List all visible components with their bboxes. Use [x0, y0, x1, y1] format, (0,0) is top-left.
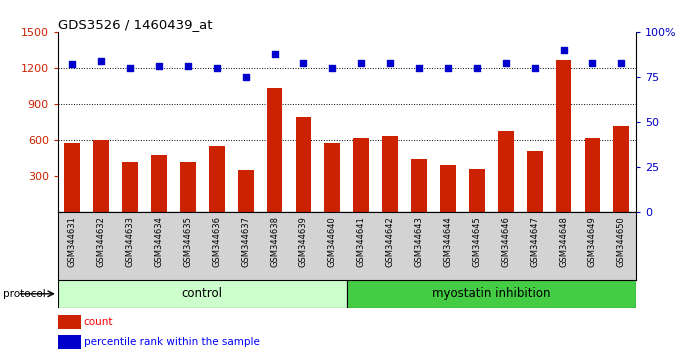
Text: GSM344640: GSM344640: [328, 216, 337, 267]
Text: GSM344650: GSM344650: [617, 216, 626, 267]
Bar: [122, 162, 138, 212]
Point: [558, 47, 569, 53]
Text: myostatin inhibition: myostatin inhibition: [432, 287, 551, 300]
Text: GSM344648: GSM344648: [559, 216, 568, 267]
Text: GSM344639: GSM344639: [299, 216, 308, 267]
Text: GSM344646: GSM344646: [501, 216, 510, 267]
Bar: [585, 138, 600, 212]
Point: [443, 65, 454, 71]
Point: [413, 65, 424, 71]
Text: percentile rank within the sample: percentile rank within the sample: [84, 337, 260, 347]
Text: protocol: protocol: [3, 289, 46, 299]
Bar: [267, 88, 282, 212]
Bar: [527, 151, 543, 212]
Point: [240, 74, 251, 80]
Point: [211, 65, 222, 71]
Point: [587, 60, 598, 65]
Text: GDS3526 / 1460439_at: GDS3526 / 1460439_at: [58, 18, 212, 31]
Bar: [411, 159, 427, 212]
Bar: [209, 145, 224, 212]
Text: GSM344638: GSM344638: [270, 216, 279, 267]
Text: GSM344649: GSM344649: [588, 216, 597, 267]
Text: GSM344642: GSM344642: [386, 216, 394, 267]
Text: GSM344634: GSM344634: [154, 216, 163, 267]
Bar: [180, 162, 196, 212]
Point: [67, 62, 78, 67]
Bar: [151, 155, 167, 212]
Text: GSM344643: GSM344643: [415, 216, 424, 267]
Bar: [382, 136, 398, 212]
Bar: [58, 335, 81, 348]
Text: GSM344635: GSM344635: [184, 216, 192, 267]
Text: GSM344641: GSM344641: [357, 216, 366, 267]
Text: GSM344644: GSM344644: [443, 216, 452, 267]
Bar: [65, 143, 80, 212]
Point: [182, 63, 193, 69]
Text: GSM344632: GSM344632: [97, 216, 105, 267]
Bar: [324, 143, 340, 212]
Point: [124, 65, 135, 71]
Bar: [498, 131, 513, 212]
Point: [616, 60, 627, 65]
Bar: [296, 117, 311, 212]
Point: [96, 58, 107, 64]
Bar: [469, 169, 485, 212]
Bar: [93, 140, 109, 212]
Text: GSM344636: GSM344636: [212, 216, 221, 267]
Point: [471, 65, 482, 71]
Bar: [58, 315, 81, 329]
Point: [356, 60, 367, 65]
Point: [529, 65, 540, 71]
Bar: [354, 138, 369, 212]
Text: GSM344633: GSM344633: [126, 216, 135, 267]
Bar: [440, 165, 456, 212]
Point: [327, 65, 338, 71]
Text: control: control: [182, 287, 223, 300]
Point: [298, 60, 309, 65]
Text: GSM344645: GSM344645: [473, 216, 481, 267]
Bar: [347, 280, 636, 308]
Text: GSM344647: GSM344647: [530, 216, 539, 267]
Point: [269, 51, 280, 56]
Bar: [238, 170, 254, 212]
Bar: [58, 280, 347, 308]
Text: count: count: [84, 318, 114, 327]
Text: GSM344631: GSM344631: [68, 216, 77, 267]
Point: [500, 60, 511, 65]
Bar: [556, 59, 571, 212]
Bar: [613, 126, 629, 212]
Point: [154, 63, 165, 69]
Text: GSM344637: GSM344637: [241, 216, 250, 267]
Point: [385, 60, 396, 65]
